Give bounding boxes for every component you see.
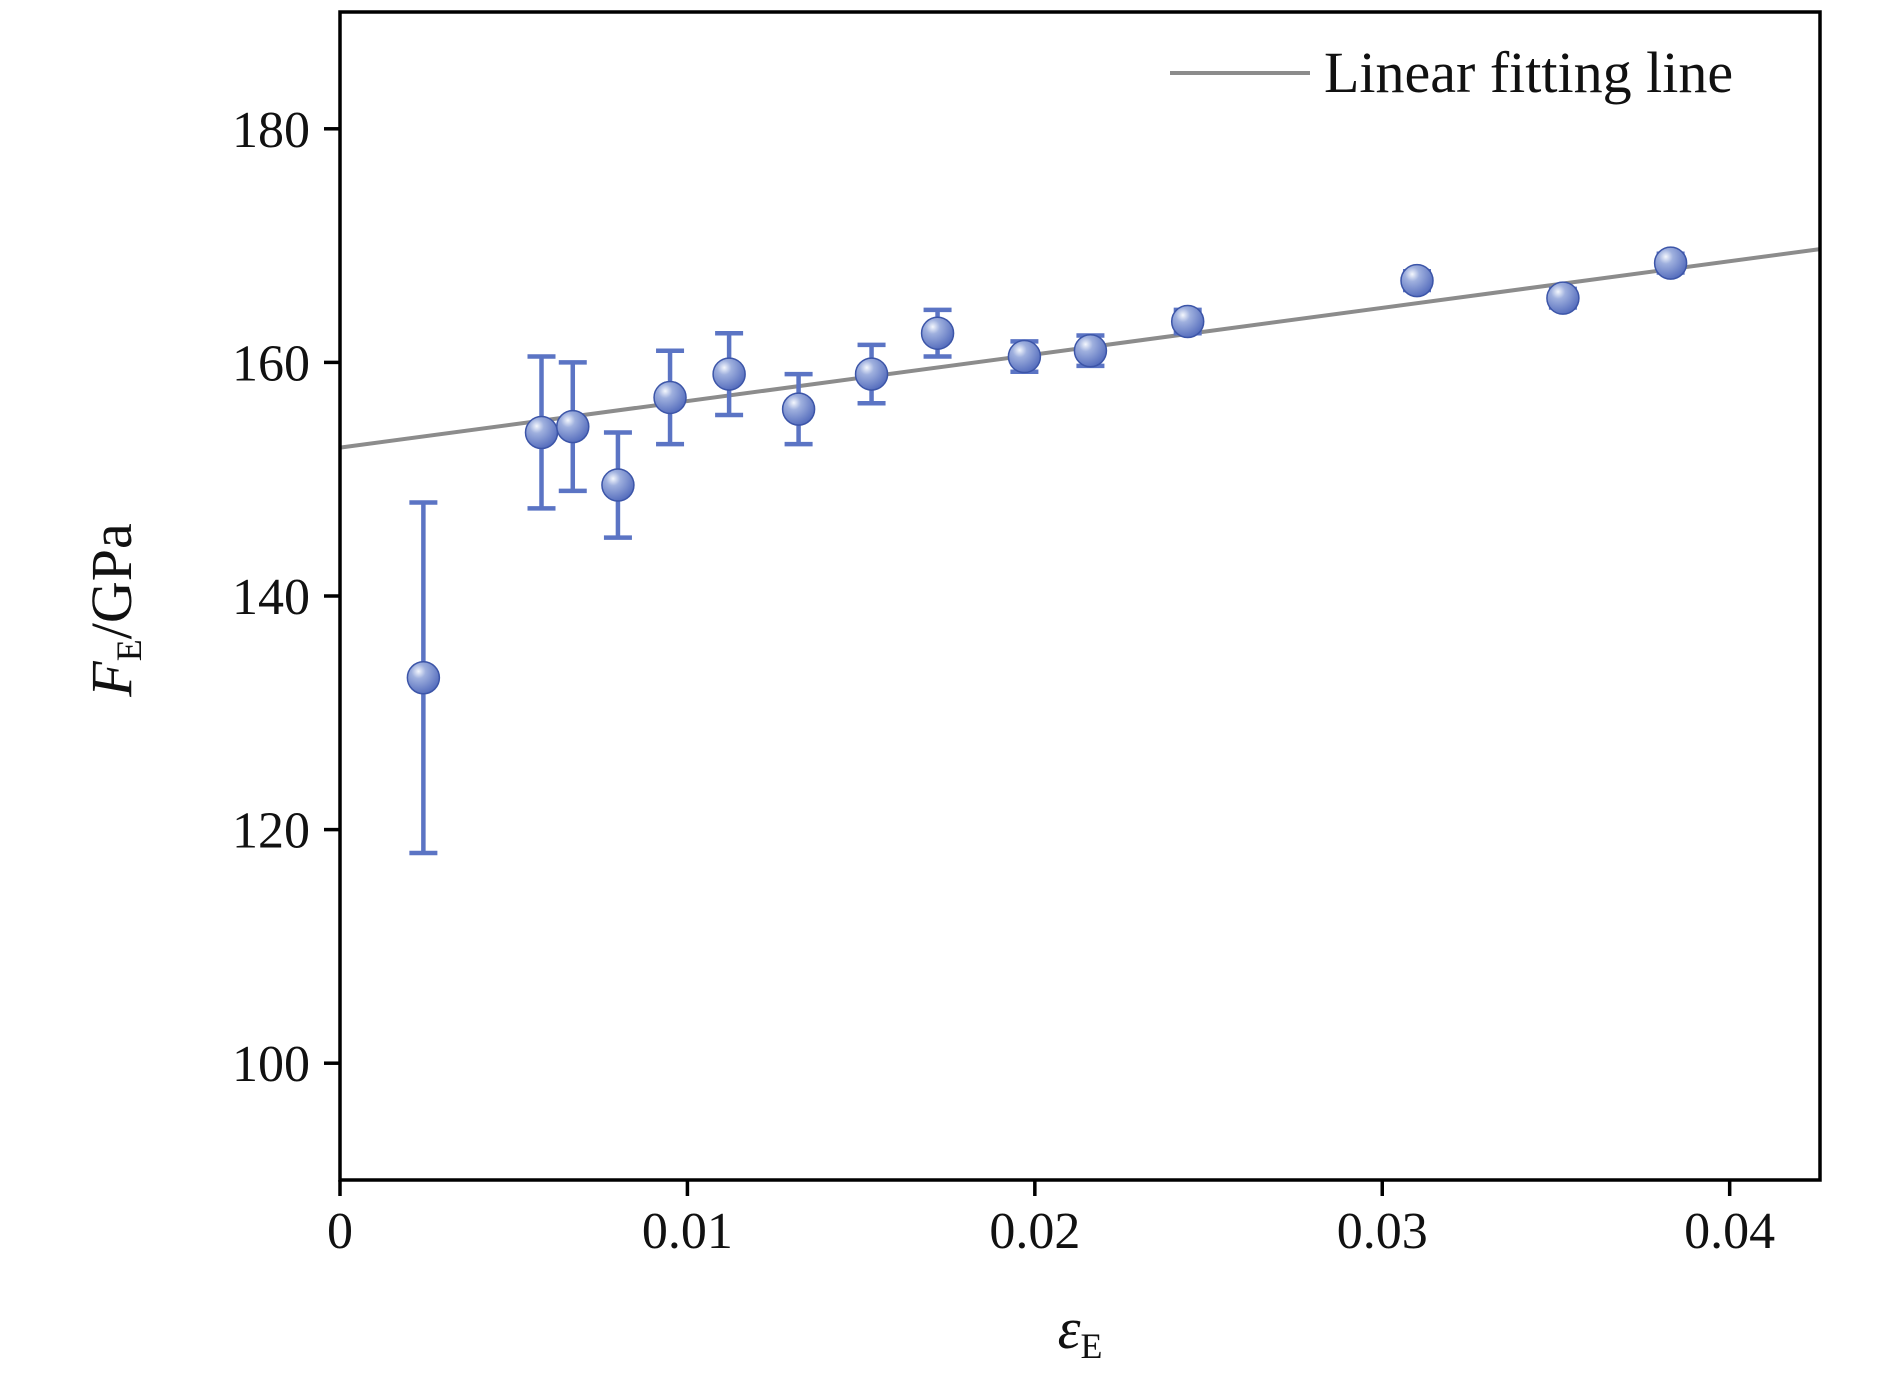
x-tick-label: 0.01 — [642, 1203, 733, 1260]
data-point-marker — [1400, 263, 1434, 298]
y-tick-label: 180 — [232, 102, 310, 159]
legend: Linear fitting line — [1170, 44, 1733, 102]
x-tick-label: 0 — [327, 1203, 353, 1260]
x-tick-label: 0.04 — [1684, 1203, 1775, 1260]
x-axis-label: εE — [1058, 1300, 1103, 1365]
data-point-marker — [653, 380, 687, 415]
data-point-marker — [524, 415, 559, 450]
legend-label: Linear fitting line — [1324, 40, 1734, 105]
data-point-marker — [854, 357, 889, 391]
y-tick-label: 100 — [232, 1036, 310, 1093]
y-tick-label: 120 — [232, 803, 310, 860]
y-axis-subscript: E — [109, 639, 150, 662]
data-point-marker — [406, 661, 441, 695]
y-axis-label: FE/GPa — [79, 523, 149, 696]
data-point-marker — [712, 357, 746, 391]
data-point-marker — [920, 316, 955, 350]
data-point-marker — [781, 392, 816, 426]
y-tick-label: 160 — [232, 335, 310, 392]
data-point-marker — [601, 468, 635, 502]
data-point-marker — [556, 409, 590, 444]
y-axis-unit: /GPa — [79, 523, 144, 640]
data-point-marker — [1007, 339, 1042, 374]
y-tick-label: 140 — [232, 569, 310, 626]
x-tick-label: 0.03 — [1337, 1203, 1428, 1260]
y-axis-symbol: F — [79, 661, 144, 697]
x-axis-subscript: E — [1080, 1326, 1103, 1367]
plot-frame — [338, 10, 1822, 1182]
data-point-marker — [1546, 281, 1580, 315]
data-point-marker — [1170, 304, 1205, 339]
x-tick-label: 0.02 — [989, 1203, 1080, 1260]
x-axis-symbol: ε — [1057, 1296, 1081, 1361]
legend-line-sample — [1170, 71, 1310, 75]
data-point-marker — [1073, 333, 1108, 368]
data-point-marker — [1653, 246, 1688, 280]
